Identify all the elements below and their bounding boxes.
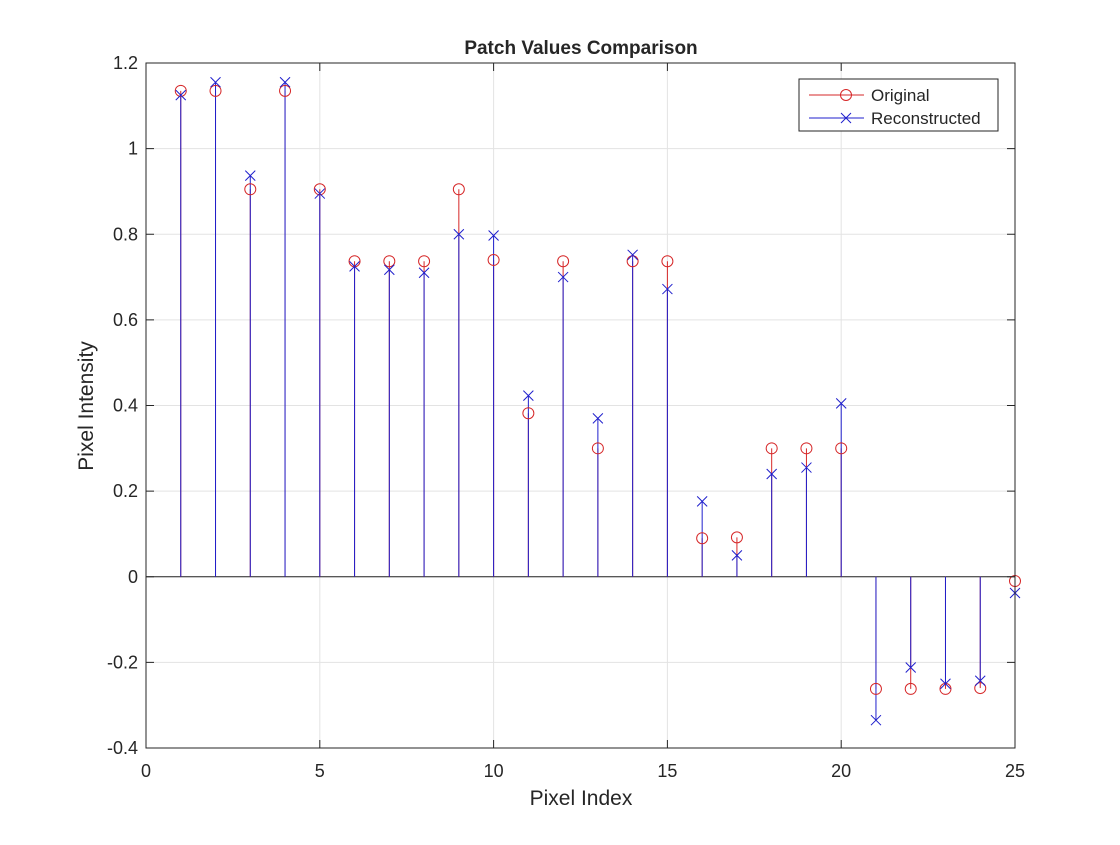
marker-reconstructed-19: [801, 462, 812, 473]
axes-box: [145, 62, 1016, 749]
x-tick-label: 15: [657, 761, 677, 781]
marker-original-1: [174, 84, 187, 97]
marker-original-18: [765, 442, 778, 455]
marker-original-3: [244, 183, 257, 196]
y-tick-label: 0.6: [113, 310, 138, 330]
y-tick-label: -0.4: [107, 738, 138, 758]
marker-reconstructed-3: [244, 170, 256, 181]
marker-original-10: [487, 253, 500, 266]
y-tick-label: 0: [128, 567, 138, 587]
marker-original-21: [869, 682, 882, 695]
marker-original-12: [557, 255, 570, 268]
marker-original-11: [522, 407, 535, 420]
marker-reconstructed-24: [974, 675, 986, 687]
y-tick-label: 1.2: [113, 53, 138, 73]
marker-original-9: [452, 183, 465, 196]
marker-reconstructed-22: [905, 662, 917, 673]
chart-title: Patch Values Comparison: [464, 38, 697, 59]
marker-original-20: [835, 442, 848, 455]
y-axis-label: Pixel Intensity: [75, 341, 98, 471]
tick-labels: 0 5 10 15 20 25 -0.4 -0.2 0 0.2 0.4 0.6 0.8 1 1.2: [107, 53, 1025, 781]
marker-reconstructed-7: [383, 264, 395, 276]
marker-original-24: [974, 682, 987, 695]
marker-reconstructed-20: [835, 398, 847, 409]
marker-reconstructed-12: [557, 271, 569, 283]
marker-reconstructed-15: [662, 283, 673, 295]
x-tick-label: 0: [141, 761, 151, 781]
x-tick-label: 10: [484, 761, 504, 781]
marker-original-17: [730, 531, 743, 544]
marker-reconstructed-5: [314, 188, 326, 199]
marker-reconstructed-9: [453, 228, 465, 240]
marker-original-15: [661, 255, 674, 268]
marker-reconstructed-4: [279, 76, 291, 88]
x-tick-label: 20: [831, 761, 851, 781]
marker-reconstructed-8: [418, 267, 430, 279]
marker-reconstructed-13: [592, 412, 604, 424]
marker-original-14: [626, 255, 639, 268]
marker-reconstructed-21: [870, 714, 882, 726]
legend-marker-original: [840, 89, 852, 101]
x-tick-label: 25: [1005, 761, 1025, 781]
y-tick-label: 0.2: [113, 481, 138, 501]
stems: [180, 82, 1016, 721]
x-axis-label: Pixel Index: [530, 787, 633, 810]
y-tick-label: -0.2: [107, 652, 138, 672]
y-tick-label: 1: [128, 139, 138, 159]
marker-reconstructed-6: [349, 261, 360, 272]
legend: Original Reconstructed: [798, 78, 999, 132]
y-tick-label: 0.8: [113, 224, 138, 244]
marker-reconstructed-1: [175, 89, 187, 101]
legend-marker-reconstructed: [840, 112, 852, 124]
marker-original-16: [696, 532, 709, 545]
marker-original-22: [904, 682, 917, 695]
marker-reconstructed-10: [488, 230, 499, 241]
y-tick-label: 0.4: [113, 396, 138, 416]
marker-reconstructed-2: [210, 76, 221, 88]
legend-box: [798, 78, 999, 132]
marker-original-7: [383, 255, 396, 268]
marker-original-8: [418, 255, 431, 268]
marker-original-4: [279, 84, 292, 97]
marker-reconstructed-23: [940, 678, 951, 690]
marker-reconstructed-11: [523, 390, 534, 402]
legend-label-reconstructed: Reconstructed: [871, 109, 981, 128]
marker-original-13: [591, 442, 604, 455]
marker-original-2: [209, 84, 222, 97]
x-tick-label: 5: [315, 761, 325, 781]
legend-label-original: Original: [871, 86, 930, 105]
marker-original-19: [800, 442, 813, 455]
markers: [174, 76, 1021, 726]
grid-lines: [145, 62, 1016, 749]
marker-reconstructed-18: [766, 468, 778, 480]
marker-reconstructed-14: [627, 249, 638, 261]
marker-reconstructed-16: [696, 496, 708, 507]
marker-reconstructed-17: [731, 549, 743, 561]
marker-original-5: [313, 183, 326, 196]
